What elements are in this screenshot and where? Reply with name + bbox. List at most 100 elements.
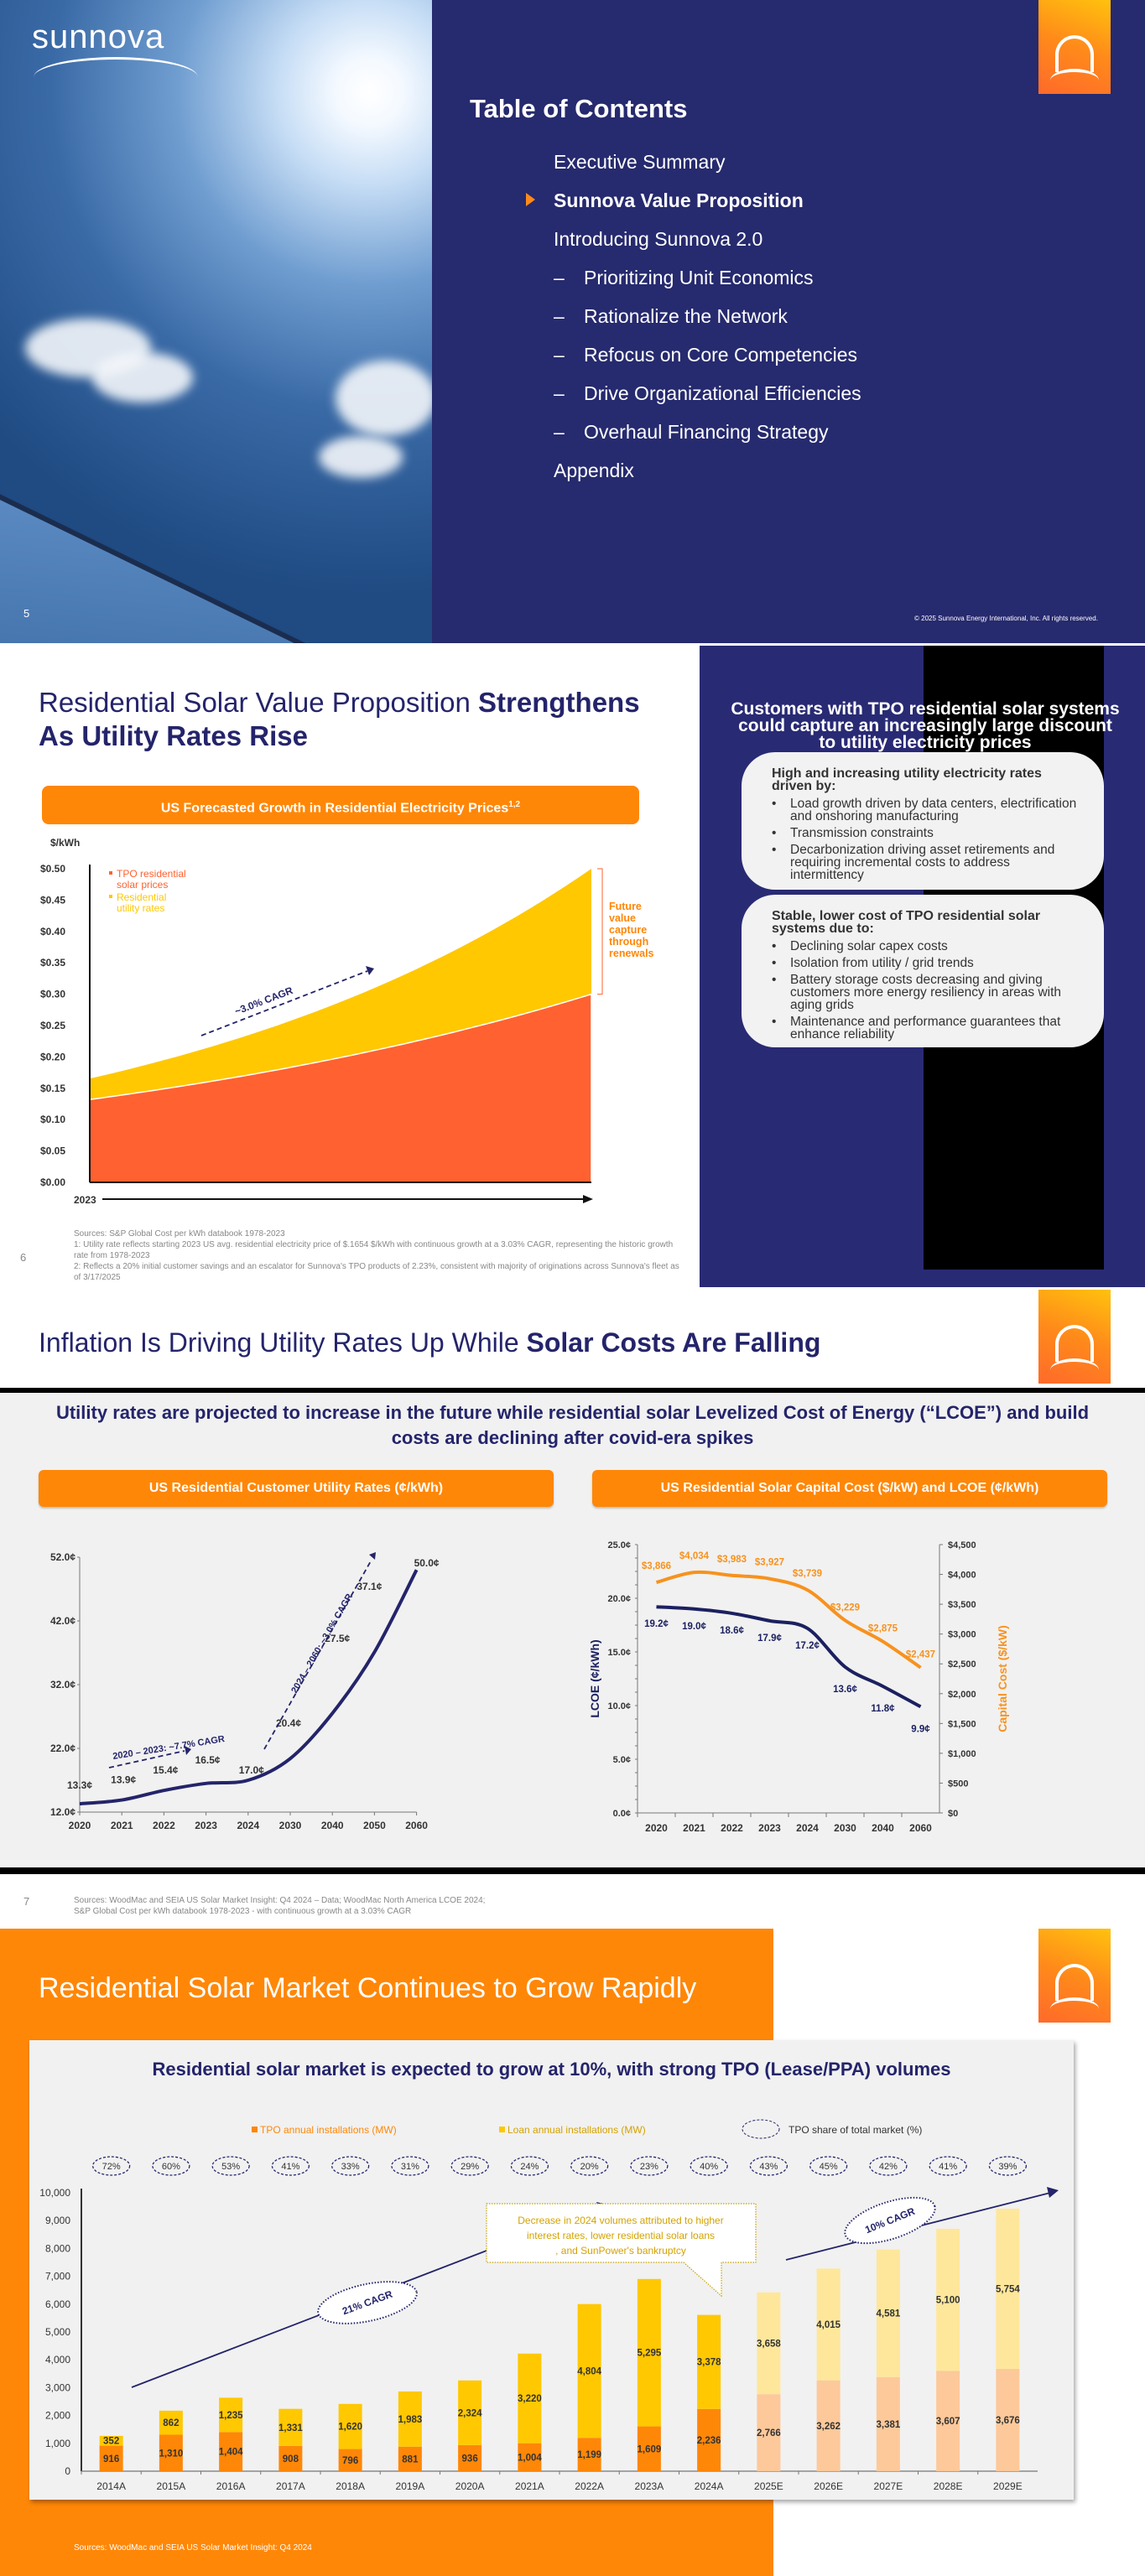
y-axis-label: $/kWh <box>50 837 80 849</box>
toc-item[interactable]: – Refocus on Core Competencies <box>554 344 857 366</box>
data-label: 15.4¢ <box>153 1764 178 1776</box>
right-tick-label: $4,500 <box>948 1540 976 1550</box>
utility-rate-line <box>79 1569 419 1806</box>
x-tick-label: 2017A <box>276 2480 305 2492</box>
bullet-item: Battery storage costs decreasing and giv… <box>772 974 1079 1012</box>
bar-tpo <box>936 2371 960 2471</box>
legend-label-loan: Loan annual installations (MW) <box>507 2124 646 2136</box>
right-tick-label: $500 <box>948 1779 968 1789</box>
bar-tpo <box>697 2408 721 2471</box>
legend-label-tpo-share: TPO share of total market (%) <box>788 2124 922 2136</box>
toc-item[interactable]: Executive Summary <box>554 151 726 174</box>
future-value-label: through <box>609 936 648 948</box>
data-label: 37.1¢ <box>357 1581 382 1592</box>
tpo-share-ellipse <box>450 2156 489 2176</box>
callout-text: interest rates, lower residential solar … <box>527 2230 715 2241</box>
cagr-label: ~3.0% CAGR <box>233 984 295 1017</box>
tpo-share-label: 60% <box>162 2162 180 2172</box>
slide-8-title: Residential Solar Market Continues to Gr… <box>39 1972 697 2004</box>
future-value-label: renewals <box>609 948 654 959</box>
solar-panel <box>0 470 432 643</box>
x-tick-label: 2019A <box>396 2480 425 2492</box>
x-axis-label: 2023 <box>74 1194 96 1206</box>
page-number: 6 <box>20 1251 27 1264</box>
bar-tpo <box>278 2445 303 2471</box>
callout-box <box>486 2203 757 2298</box>
bar-tpo <box>876 2376 900 2471</box>
title-regular: Residential Solar Value Proposition <box>39 687 479 718</box>
tpo-share-ellipse <box>391 2156 429 2176</box>
toc-item[interactable]: Introducing Sunnova 2.0 <box>554 228 762 251</box>
y-tick-label: 42.0¢ <box>50 1615 75 1627</box>
y-tick-label: $0.40 <box>40 926 65 937</box>
right-tick-label: $3,500 <box>948 1600 976 1610</box>
y-tick-label: 8,000 <box>45 2242 70 2254</box>
dash-marker: – <box>554 305 565 327</box>
bar-loan-label: 4,804 <box>577 2366 601 2376</box>
bar-loan-label: 4,015 <box>816 2320 841 2330</box>
bar-tpo <box>99 2445 123 2471</box>
tpo-share-ellipse <box>510 2156 549 2176</box>
x-tick-label: 2020 <box>69 1820 91 1831</box>
tpo-share-label: 43% <box>759 2162 778 2172</box>
cagr-arrow-head-icon <box>369 1552 376 1560</box>
lcoe-line <box>656 1605 922 1709</box>
x-tick-label: 2023 <box>758 1822 781 1834</box>
data-label: 13.9¢ <box>111 1774 136 1786</box>
capital-data-label: $2,437 <box>906 1650 935 1660</box>
x-tick-label: 2060 <box>909 1822 932 1834</box>
future-value-label: capture <box>609 924 647 936</box>
bar-tpo-label: 1,609 <box>637 2444 661 2454</box>
x-tick-label: 2028E <box>934 2480 963 2492</box>
toc-item[interactable]: – Rationalize the Network <box>554 305 788 328</box>
y-tick-label: 5,000 <box>45 2326 70 2338</box>
lcoe-data-label: 17.2¢ <box>795 1641 820 1651</box>
right-axis-title: Capital Cost ($/kW) <box>996 1625 1009 1732</box>
electricity-price-chart: $/kWh $0.00 $0.05 $0.10 $0.15 $0.20 $0.25 $0.30… <box>40 837 654 1206</box>
callout-text: , and SunPower's bankruptcy <box>555 2245 686 2257</box>
bar-loan <box>338 2403 362 2449</box>
y-tick-label: $0.50 <box>40 863 65 875</box>
x-tick-label: 2024A <box>695 2480 724 2492</box>
bar-tpo-label: 3,676 <box>996 2416 1020 2426</box>
bar-tpo <box>398 2446 422 2471</box>
dash-marker: – <box>554 267 565 288</box>
toc-item[interactable]: – Overhaul Financing Strategy <box>554 421 829 444</box>
legend-swatch-loan <box>499 2127 505 2132</box>
future-value-label: Future <box>609 901 642 912</box>
toc-item[interactable]: – Drive Organizational Efficiencies <box>554 382 861 405</box>
tpo-share-ellipse <box>690 2156 728 2176</box>
toc-item[interactable]: Sunnova Value Proposition <box>554 190 804 212</box>
box-heading: High and increasing utility electricity … <box>772 766 1042 793</box>
x-tick-label: 2022 <box>721 1822 743 1834</box>
y-tick-label: $0.30 <box>40 989 65 1000</box>
tpo-share-label: 24% <box>520 2162 539 2172</box>
bar-loan <box>996 2208 1020 2369</box>
y-tick-label: 9,000 <box>45 2215 70 2226</box>
legend-swatch-tpo-share <box>742 2119 780 2139</box>
capital-cost-lcoe-chart: 0.0¢ 5.0¢ 10.0¢ 15.0¢ 20.0¢ 25.0¢ $0 $500 $1,000… <box>588 1540 1009 1834</box>
page-number: 5 <box>23 607 30 620</box>
cagr-arrow-2024-2060 <box>263 1559 372 1750</box>
toc-item[interactable]: Appendix <box>554 460 634 482</box>
toc-item[interactable]: – Prioritizing Unit Economics <box>554 267 814 289</box>
legend-label-tpo-2: solar prices <box>117 879 168 891</box>
future-value-bracket <box>597 868 603 995</box>
bar-loan-label: 352 <box>103 2437 119 2447</box>
left-tick-label: 5.0¢ <box>613 1755 631 1765</box>
left-tick-label: 0.0¢ <box>613 1809 631 1819</box>
right-tick-label: $1,000 <box>948 1749 976 1759</box>
tpo-share-ellipse <box>988 2156 1028 2176</box>
source-line: Sources: WoodMac and SEIA US Solar Marke… <box>74 1896 486 1905</box>
bar-loan <box>936 2228 960 2371</box>
dash-marker: – <box>554 344 565 366</box>
copyright: © 2025 Sunnova Energy International, Inc… <box>914 615 1098 622</box>
y-tick-label: 4,000 <box>45 2354 70 2366</box>
capital-data-label: $3,739 <box>793 1569 822 1579</box>
lcoe-data-label: 17.9¢ <box>757 1633 782 1644</box>
bar-tpo-label: 916 <box>103 2454 119 2464</box>
x-tick-label: 2023 <box>195 1820 217 1831</box>
x-tick-label: 2030 <box>834 1822 856 1834</box>
legend-label-utility: Residential <box>117 891 166 903</box>
toc-item-label: Prioritizing Unit Economics <box>584 267 814 288</box>
